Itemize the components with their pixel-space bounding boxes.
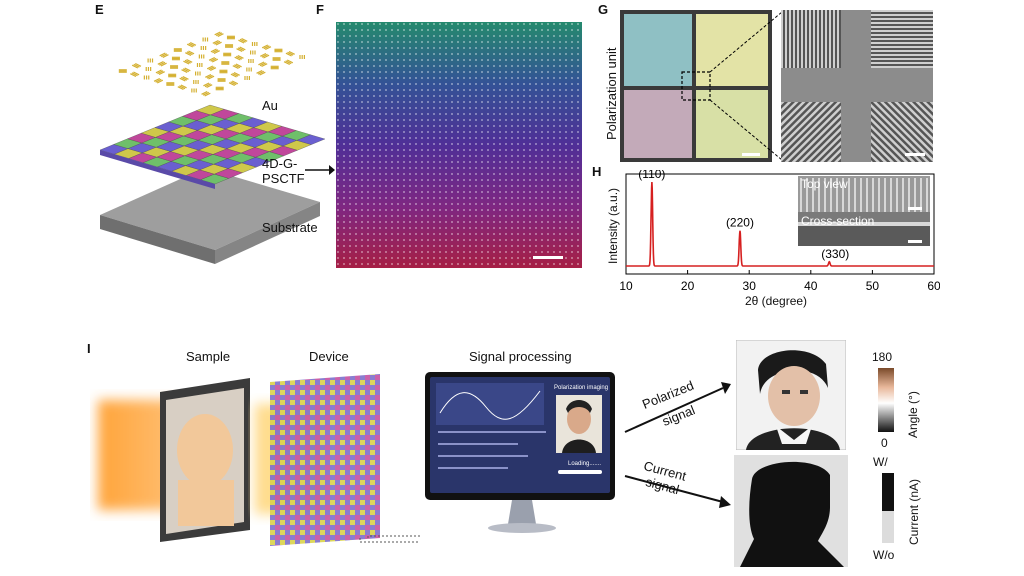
colorbar-max-label: 180 bbox=[872, 350, 893, 364]
loading-progress-bar bbox=[558, 470, 602, 474]
layer-label-film-line1: 4D-G- bbox=[262, 156, 298, 171]
formula-text bbox=[438, 455, 528, 457]
polarization-unit-label: Polarization unit bbox=[604, 47, 619, 141]
current-legend-gray bbox=[882, 511, 894, 543]
colorbar-min-label: 0 bbox=[881, 436, 888, 450]
step-label-device: Device bbox=[309, 349, 349, 364]
formula-text bbox=[438, 443, 518, 445]
peak-label: (110) bbox=[638, 170, 665, 181]
panel-h-letter: H bbox=[592, 164, 602, 179]
current-legend-top: W/ bbox=[873, 455, 888, 469]
signal-cable bbox=[367, 535, 420, 538]
sample-plate bbox=[160, 378, 250, 542]
scale-bar bbox=[908, 207, 922, 210]
x-tick-label: 30 bbox=[743, 279, 757, 293]
layer-label-au: Au bbox=[262, 98, 278, 113]
angle-colorbar bbox=[878, 368, 894, 432]
peak-label: (220) bbox=[726, 216, 754, 230]
xrd-chart: 10 20 30 40 50 60 (110) (220) (330) bbox=[620, 170, 940, 293]
arrow-to-f-icon bbox=[305, 165, 335, 175]
sem-grating-image bbox=[781, 10, 933, 162]
layer-stack-diagram bbox=[99, 31, 326, 264]
current-axis-label: Current (nA) bbox=[907, 478, 921, 545]
substrate-layer bbox=[100, 168, 320, 264]
peak-label: (330) bbox=[821, 247, 849, 261]
panel-g-letter: G bbox=[598, 2, 609, 17]
formula-text bbox=[438, 431, 546, 433]
panel-e-letter: E bbox=[95, 2, 104, 17]
scale-bar bbox=[533, 256, 563, 259]
portrait-thumbnail bbox=[556, 395, 602, 453]
inset-label-bottom: Cross-section bbox=[801, 214, 875, 228]
monitor: Polarization imaging Loading....... bbox=[425, 372, 615, 500]
chart-ylabel: Intensity (a.u.) bbox=[606, 187, 620, 264]
color-pixel-array-image bbox=[336, 22, 582, 268]
zoom-lines bbox=[709, 11, 782, 161]
x-tick-label: 10 bbox=[620, 279, 633, 293]
polarization-angle-map bbox=[736, 340, 846, 450]
sem-inset-image bbox=[798, 176, 930, 246]
monitor-screen: Polarization imaging Loading....... bbox=[430, 377, 610, 493]
scale-bar bbox=[908, 240, 922, 243]
layer-label-film-line2: PSCTF bbox=[262, 171, 305, 186]
step-label-sample: Sample bbox=[186, 349, 231, 364]
step-label-processing: Signal processing bbox=[469, 349, 572, 364]
current-bar-right bbox=[848, 455, 856, 567]
arrow-polarized-icon bbox=[624, 382, 731, 433]
loading-text: Loading....... bbox=[568, 461, 602, 467]
gold-layer bbox=[118, 31, 305, 97]
formula-text bbox=[438, 467, 508, 469]
scale-bar bbox=[742, 153, 760, 156]
waveform-graph bbox=[436, 383, 544, 425]
device-plate bbox=[270, 374, 380, 546]
panel-f-letter: F bbox=[316, 2, 324, 17]
current-legend-bottom: W/o bbox=[873, 548, 895, 562]
scale-bar bbox=[905, 153, 925, 156]
monitor-title: Polarization imaging bbox=[554, 385, 609, 391]
series-line bbox=[626, 181, 934, 267]
panel-i-letter: I bbox=[87, 341, 91, 356]
x-tick-label: 20 bbox=[681, 279, 695, 293]
layer-label-substrate: Substrate bbox=[262, 220, 318, 235]
colorbar-axis-label: Angle (°) bbox=[906, 391, 920, 438]
checker-film-layer bbox=[99, 104, 326, 189]
monitor-stand bbox=[488, 500, 556, 533]
x-tick-label: 50 bbox=[866, 279, 880, 293]
signal-cable bbox=[359, 538, 420, 543]
arrow-current-icon bbox=[624, 475, 731, 508]
x-tick-label: 40 bbox=[804, 279, 818, 293]
imaging-pipeline-illustration bbox=[98, 374, 420, 546]
polarization-unit-micrograph bbox=[620, 10, 772, 162]
chart-xlabel: 2θ (degree) bbox=[745, 294, 808, 308]
x-tick-label: 60 bbox=[927, 279, 940, 293]
current-legend-black bbox=[882, 473, 894, 511]
inset-label-top: Top view bbox=[801, 177, 848, 191]
current-signal-map bbox=[734, 455, 850, 567]
